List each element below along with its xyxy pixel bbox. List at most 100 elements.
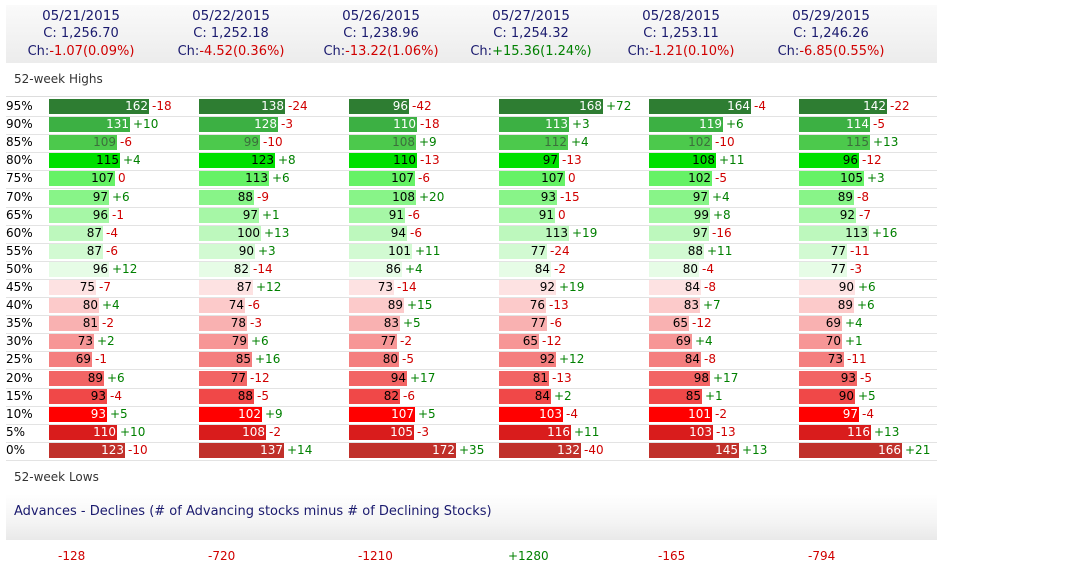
- count-value: 83: [383, 316, 399, 331]
- count-bar: [49, 261, 109, 277]
- count-bar: [199, 117, 278, 133]
- change-value: -6.85(0.55%): [799, 44, 885, 59]
- column-close: C: 1,246.26: [793, 26, 869, 41]
- date-column-2: 05/26/2015 C: 1,238.96 Ch:-13.22(1.06%): [306, 7, 456, 61]
- count-value: 88: [237, 388, 253, 403]
- count-change: +2: [97, 334, 115, 349]
- count-value: 69: [825, 316, 841, 331]
- count-value: 84: [534, 261, 550, 276]
- count-bar: [349, 243, 412, 259]
- count-bar: [499, 117, 569, 133]
- count-change: 0: [568, 171, 576, 186]
- percentile-row: 0% 123 -10 137 +14 172 +35 132 -40 145 +13 166 +21: [6, 442, 937, 461]
- percentile-row: 50% 96 +12 82 -14 86 +4 84 -2 80 -4 77 -3: [6, 261, 937, 280]
- count-change: +11: [719, 153, 745, 168]
- count-bar: [649, 316, 689, 332]
- count-change: +12: [559, 352, 585, 367]
- count-value: 83: [683, 298, 699, 313]
- count-bar: [349, 388, 400, 404]
- count-value: 90: [838, 280, 854, 294]
- change-value: -1.07(0.09%): [49, 44, 135, 59]
- count-change: +4: [845, 316, 863, 331]
- count-bar: [499, 207, 555, 223]
- count-change: +6: [726, 117, 744, 132]
- count-change: -12: [692, 316, 712, 331]
- count-bar: [499, 280, 556, 295]
- count-value: 107: [541, 171, 564, 186]
- percentile-row: 35% 81 -2 78 -3 83 +5 77 -6 65 -12 69 +4: [6, 315, 937, 335]
- count-change: +6: [112, 189, 130, 204]
- count-change: -42: [412, 99, 432, 113]
- count-value: 99: [243, 135, 259, 150]
- count-value: 73: [77, 334, 93, 349]
- count-bar: [349, 207, 405, 223]
- count-bar: [199, 243, 255, 259]
- count-change: -11: [850, 243, 870, 258]
- count-change: +14: [287, 442, 313, 457]
- row-label: 65%: [6, 207, 33, 222]
- count-bar: [49, 135, 117, 151]
- row-label: 10%: [6, 406, 33, 421]
- count-change: +13: [742, 442, 768, 457]
- count-change: -12: [250, 370, 270, 385]
- count-value: 92: [539, 352, 555, 367]
- count-value: 65: [522, 334, 538, 349]
- count-bar: [349, 189, 416, 205]
- count-bar: [49, 298, 99, 314]
- row-label: 80%: [6, 153, 33, 168]
- count-value: 113: [245, 171, 268, 186]
- column-close: C: 1,254.32: [493, 26, 569, 41]
- column-close: C: 1,238.96: [343, 26, 419, 41]
- count-change: 0: [558, 207, 566, 222]
- count-change: -6: [550, 316, 562, 331]
- count-bar: [649, 243, 704, 259]
- count-bar: [199, 298, 245, 314]
- count-bar: [649, 117, 723, 133]
- count-value: 137: [260, 442, 283, 457]
- count-bar: [199, 153, 275, 169]
- count-change: -6: [418, 171, 430, 186]
- column-change: Ch:-6.85(0.55%): [756, 43, 906, 61]
- count-value: 90: [238, 243, 254, 258]
- count-bar: [799, 153, 859, 169]
- count-value: 123: [251, 153, 274, 168]
- count-change: -24: [550, 243, 570, 258]
- count-change: +1: [705, 388, 723, 403]
- count-value: 108: [392, 189, 415, 204]
- count-change: -1: [112, 207, 124, 222]
- change-value: +15.36(1.24%): [492, 44, 592, 59]
- count-value: 73: [827, 352, 843, 367]
- row-label: 60%: [6, 225, 33, 240]
- count-value: 99: [693, 207, 709, 222]
- count-bar: [499, 153, 559, 169]
- count-bar: [799, 334, 842, 350]
- count-value: 74: [228, 298, 244, 313]
- count-value: 119: [699, 117, 722, 132]
- count-value: 110: [393, 153, 416, 168]
- count-value: 107: [391, 406, 414, 421]
- date-column-3: 05/27/2015 C: 1,254.32 Ch:+15.36(1.24%): [456, 7, 606, 61]
- count-change: +4: [695, 334, 713, 349]
- column-date: 05/29/2015: [792, 8, 870, 24]
- count-bar: [799, 442, 902, 458]
- count-change: +6: [858, 280, 876, 294]
- count-value: 110: [93, 424, 116, 439]
- count-bar: [649, 135, 712, 151]
- count-value: 77: [380, 334, 396, 349]
- count-bar: [49, 171, 115, 187]
- count-bar: [499, 171, 565, 187]
- count-value: 116: [547, 424, 570, 439]
- count-value: 94: [390, 370, 406, 385]
- count-value: 115: [846, 135, 869, 150]
- count-value: 78: [230, 316, 246, 331]
- count-change: -9: [257, 189, 269, 204]
- row-label: 5%: [6, 424, 26, 439]
- count-value: 96: [92, 261, 108, 276]
- count-change: +12: [256, 280, 282, 294]
- count-bar: [349, 352, 399, 368]
- count-change: +1: [845, 334, 863, 349]
- count-change: +4: [123, 153, 141, 168]
- count-value: 85: [685, 388, 701, 403]
- date-column-1: 05/22/2015 C: 1,252.18 Ch:-4.52(0.36%): [156, 7, 306, 61]
- count-value: 89: [837, 189, 853, 204]
